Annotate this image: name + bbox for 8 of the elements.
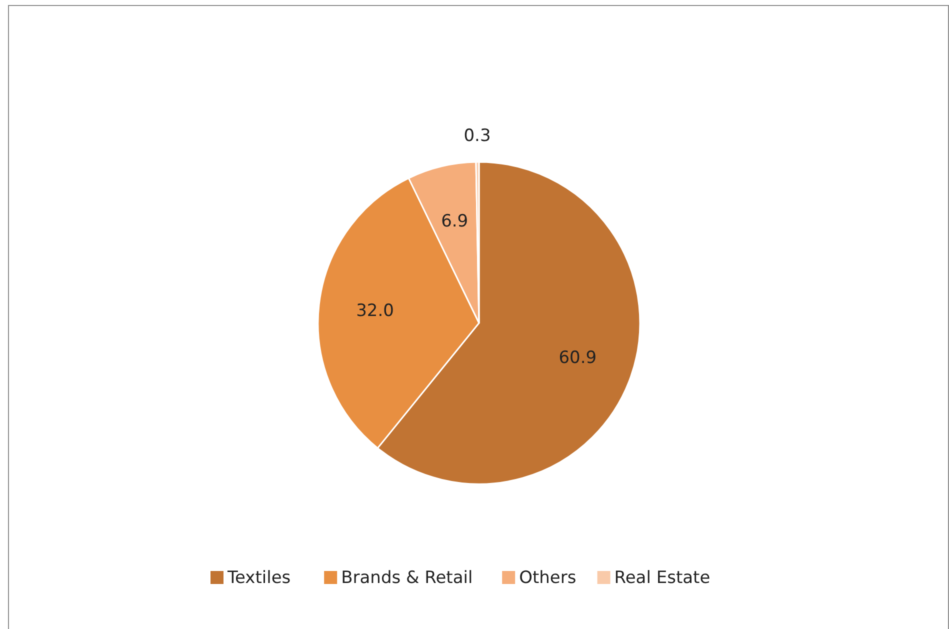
data-label: 6.9	[441, 211, 468, 232]
legend-label: Brands & Retail	[341, 568, 473, 588]
legend-label: Textiles	[226, 568, 291, 588]
data-label: 60.9	[558, 348, 597, 368]
data-label: 32.0	[356, 301, 394, 322]
legend-label: Others	[519, 568, 576, 588]
data-label: 0.3	[464, 126, 491, 146]
legend-label: Real Estate	[614, 568, 710, 588]
